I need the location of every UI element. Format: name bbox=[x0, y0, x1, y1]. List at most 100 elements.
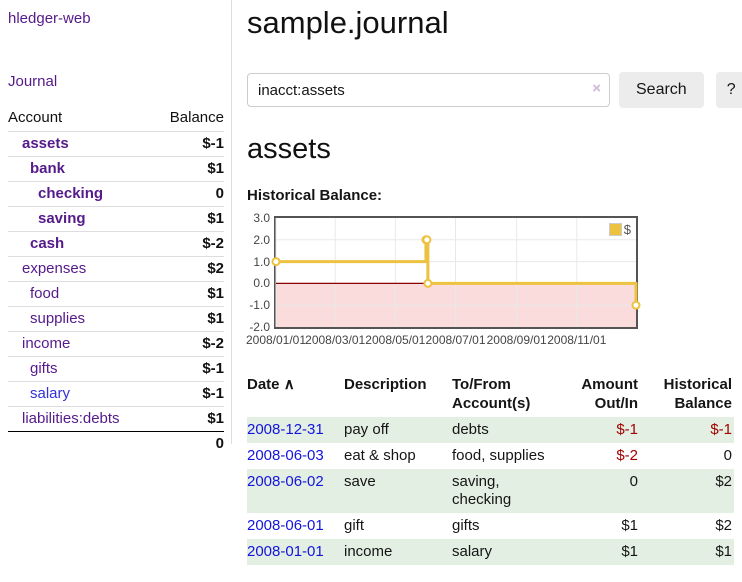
account-balance: $2 bbox=[153, 256, 224, 282]
account-row: saving $1 bbox=[8, 206, 224, 232]
account-row: expenses $2 bbox=[8, 256, 224, 282]
account-row: gifts $-1 bbox=[8, 356, 224, 382]
account-balance: $1 bbox=[153, 281, 224, 307]
register-header-row: Date ∧ Description To/From Account(s) Am… bbox=[247, 373, 734, 417]
register-table: Date ∧ Description To/From Account(s) Am… bbox=[247, 373, 734, 565]
page-title: sample.journal bbox=[247, 5, 449, 40]
y-axis-tick-label: -2.0 bbox=[249, 320, 270, 334]
account-link-gifts[interactable]: gifts bbox=[30, 360, 58, 377]
x-axis-tick-label: 2008/05/01 bbox=[365, 333, 426, 347]
transaction-accounts: saving, checking bbox=[452, 472, 512, 508]
account-row: supplies $1 bbox=[8, 306, 224, 332]
accounts-header-row: Account Balance bbox=[8, 106, 224, 132]
transaction-description: eat & shop bbox=[344, 446, 416, 464]
transaction-date-link[interactable]: 2008-06-03 bbox=[247, 446, 324, 464]
y-axis-tick-label: 2.0 bbox=[253, 232, 270, 247]
transaction-description: gift bbox=[344, 516, 365, 534]
accounts-total-row: 0 bbox=[8, 431, 224, 456]
account-link-cash[interactable]: cash bbox=[30, 235, 65, 252]
help-button[interactable]: ? bbox=[715, 72, 742, 108]
page: hledger-web Journal Account Balance asse… bbox=[0, 0, 742, 565]
account-link-expenses[interactable]: expenses bbox=[22, 260, 87, 277]
account-link-assets[interactable]: assets bbox=[22, 135, 69, 152]
accounts-table: Account Balance assets $-1 bank $1 check… bbox=[8, 106, 224, 456]
account-balance: $1 bbox=[153, 406, 224, 432]
x-axis-tick-label: 2008/09/01 bbox=[486, 333, 547, 347]
account-balance: $1 bbox=[153, 206, 224, 232]
app-title: hledger-web bbox=[8, 10, 224, 27]
accounts-header-account: Account bbox=[8, 109, 63, 126]
account-link-income[interactable]: income bbox=[22, 335, 71, 352]
transaction-description: pay off bbox=[344, 420, 389, 438]
x-axis-tick-label: 2008/01/01 bbox=[245, 333, 307, 347]
col-balance-header: Historical Balance bbox=[663, 376, 732, 412]
transaction-amount: $1 bbox=[621, 542, 638, 560]
account-row: liabilities:debts $1 bbox=[8, 406, 224, 432]
account-row: salary $-1 bbox=[8, 381, 224, 407]
transaction-description: save bbox=[344, 472, 376, 490]
chart-title: Historical Balance: bbox=[247, 187, 383, 204]
x-axis-tick-label: 2008/07/01 bbox=[425, 333, 486, 347]
x-axis-tick-label: 2008/03/01 bbox=[305, 333, 366, 347]
account-link-bank[interactable]: bank bbox=[30, 160, 66, 177]
transaction-row: 2008-06-02 save saving, checking 0 $2 bbox=[247, 468, 734, 513]
transaction-balance: $2 bbox=[715, 516, 732, 534]
account-balance: $-1 bbox=[153, 131, 224, 157]
transaction-row: 2008-12-31 pay off debts $-1 $-1 bbox=[247, 416, 734, 443]
x-axis-tick-label: 2008/11/01 bbox=[547, 333, 607, 347]
transaction-balance: 0 bbox=[723, 446, 732, 464]
account-link-checking[interactable]: checking bbox=[38, 185, 104, 202]
transaction-date-link[interactable]: 2008-06-01 bbox=[247, 516, 324, 534]
accounts-header-balance: Balance bbox=[169, 109, 224, 126]
account-link-salary[interactable]: salary bbox=[30, 385, 71, 402]
transaction-row: 2008-01-01 income salary $1 $1 bbox=[247, 538, 734, 565]
account-row: bank $1 bbox=[8, 156, 224, 182]
transaction-amount: $-2 bbox=[616, 446, 638, 464]
sidebar: hledger-web Journal Account Balance asse… bbox=[0, 0, 232, 456]
app-title-link[interactable]: hledger-web bbox=[8, 10, 91, 27]
account-balance: $1 bbox=[153, 306, 224, 332]
col-amount-header: Amount Out/In bbox=[581, 376, 638, 412]
chart: $ 3.0 2.0 1.0 0.0 -1.0 -2.0 2008/01/01 2008/03/… bbox=[245, 211, 727, 351]
legend-label: $ bbox=[623, 222, 631, 237]
transaction-balance: $-1 bbox=[710, 420, 732, 438]
account-link-food[interactable]: food bbox=[30, 285, 60, 302]
account-link-supplies[interactable]: supplies bbox=[30, 310, 86, 327]
account-heading: assets bbox=[247, 133, 331, 165]
main-content: sample.journal × Search ? assets Histori… bbox=[232, 0, 742, 565]
transaction-date-link[interactable]: 2008-01-01 bbox=[247, 542, 324, 560]
transaction-accounts: debts bbox=[452, 420, 489, 438]
transaction-accounts: gifts bbox=[452, 516, 480, 534]
account-balance: $-2 bbox=[153, 331, 224, 357]
col-accounts-header: To/From Account(s) bbox=[452, 376, 531, 412]
account-row: checking 0 bbox=[8, 181, 224, 207]
y-axis-tick-label: 3.0 bbox=[253, 211, 270, 225]
account-row: food $1 bbox=[8, 281, 224, 307]
legend-swatch-icon bbox=[608, 223, 622, 236]
transaction-balance: $1 bbox=[715, 542, 732, 560]
account-row: income $-2 bbox=[8, 331, 224, 357]
search-input[interactable] bbox=[247, 73, 610, 107]
account-balance: $-1 bbox=[153, 356, 224, 382]
y-axis-tick-label: 1.0 bbox=[253, 254, 270, 269]
transaction-accounts: food, supplies bbox=[452, 446, 545, 464]
col-description-header: Description bbox=[344, 376, 427, 393]
nav-journal-link[interactable]: Journal bbox=[8, 73, 58, 90]
transaction-date-link[interactable]: 2008-06-02 bbox=[247, 472, 324, 490]
account-link-liabilities-debts[interactable]: liabilities:debts bbox=[22, 410, 120, 427]
transaction-amount: $-1 bbox=[616, 420, 638, 438]
transaction-date-link[interactable]: 2008-12-31 bbox=[247, 420, 324, 438]
transaction-accounts: salary bbox=[452, 542, 493, 560]
col-date-header[interactable]: Date ∧ bbox=[247, 376, 295, 393]
transaction-amount: $1 bbox=[621, 516, 638, 534]
search-button[interactable]: Search bbox=[619, 72, 704, 108]
account-link-saving[interactable]: saving bbox=[38, 210, 86, 227]
transaction-row: 2008-06-01 gift gifts $1 $2 bbox=[247, 513, 734, 539]
clear-search-icon[interactable]: × bbox=[592, 80, 601, 97]
transaction-description: income bbox=[344, 542, 393, 560]
transaction-amount: 0 bbox=[629, 472, 638, 490]
account-balance: $1 bbox=[153, 156, 224, 182]
chart-plot: $ bbox=[271, 216, 641, 329]
accounts-total-value: 0 bbox=[153, 431, 224, 456]
account-balance: 0 bbox=[153, 181, 224, 207]
